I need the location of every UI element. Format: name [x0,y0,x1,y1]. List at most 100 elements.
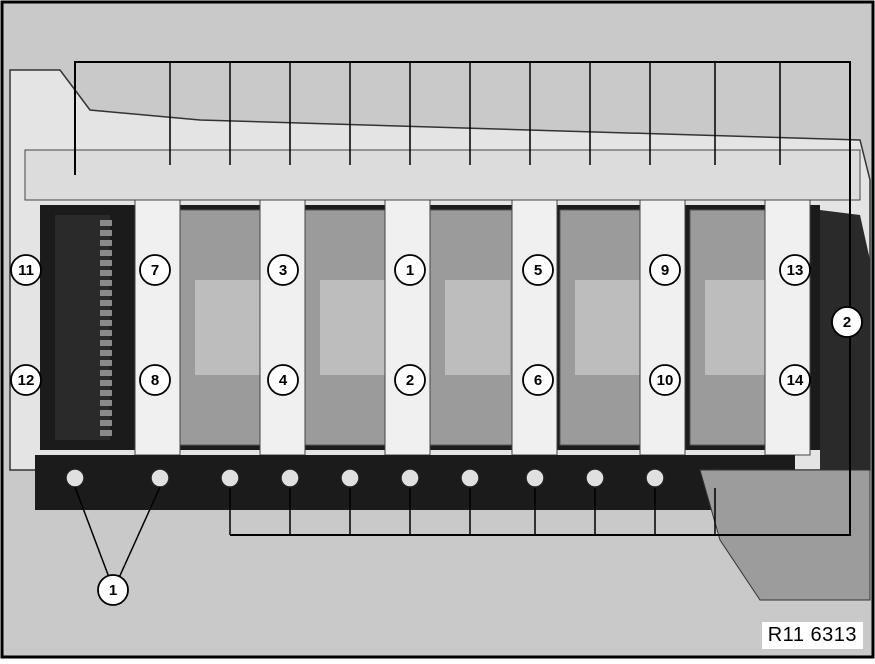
gear-tooth [100,240,112,246]
callout-lower-bolt: 4 [267,364,299,396]
callout-circle [779,254,811,286]
gear-tooth [100,390,112,396]
callout-circle [522,254,554,286]
upper-bracket-line [74,61,851,536]
callout-upper-bolt: 5 [522,254,554,286]
callout-number: 10 [657,372,674,389]
callout-number: 1 [109,582,117,599]
callout-number: 2 [406,372,414,389]
lower-bolt [220,468,240,488]
callout-circle [97,574,129,606]
bearing-cap [259,199,306,456]
gear-tooth [100,310,112,316]
gear-tooth [100,430,112,436]
upper-bolt-rail [24,149,861,201]
gear-tooth [100,250,112,256]
gear-tooth [100,290,112,296]
callout-upper-bolt: 9 [649,254,681,286]
callout-circle [394,254,426,286]
callout-number: 4 [279,372,288,389]
gear-tooth [100,340,112,346]
lower-bolt [280,468,300,488]
callout-labels: 11 7 3 1 5 9 13 12 8 4 2 6 10 14 2 1 [10,254,863,606]
lower-bolt [150,468,170,488]
callout-circle [831,306,863,338]
callout-circle [649,254,681,286]
callout-circle [139,254,171,286]
lower-callout-bracket [74,486,716,581]
bearing-cap [384,199,431,456]
callout-number: 3 [279,262,287,279]
gear-tooth [100,380,112,386]
callout-number: 11 [18,262,34,279]
gear-tooth [100,280,112,286]
leader-line [74,486,111,581]
callout-circle [649,364,681,396]
crank-pin [445,280,510,375]
callout-circle [10,254,42,286]
gear-tooth [100,230,112,236]
gear-tooth [100,220,112,226]
crank-pin [195,280,260,375]
callout-number: 7 [151,262,159,279]
reference-code: R11 6313 [761,622,863,649]
crank-pin [320,280,385,375]
upper-callout-bracket [74,61,851,536]
bearing-caps [134,199,811,456]
callout-circle [267,364,299,396]
callout-circle [394,364,426,396]
callout-number: 14 [787,372,804,389]
callout-number: 12 [18,372,35,389]
callout-upper-bolt: 11 [10,254,42,286]
callout-circle [10,364,42,396]
callout-lower-bolt: 6 [522,364,554,396]
bearing-cap [511,199,558,456]
bearing-cap [639,199,686,456]
callout-number: 9 [661,262,669,279]
gear-tooth [100,400,112,406]
lower-bolt [585,468,605,488]
bearing-cap [134,199,181,456]
callout-number: 6 [534,372,542,389]
callout-lower-bolt: 14 [779,364,811,396]
callout-upper-bolt: 3 [267,254,299,286]
gear-tooth [100,370,112,376]
lower-bolts [65,468,725,488]
gear-teeth [100,220,112,436]
callout-upper-bolt: 7 [139,254,171,286]
callout-circle [522,364,554,396]
gear-tooth [100,260,112,266]
callout-circle [267,254,299,286]
callout-number: 5 [534,262,542,279]
gear-tooth [100,330,112,336]
right-end-cover [820,210,870,470]
callout-lower-bolt: 10 [649,364,681,396]
gear-tooth [100,360,112,366]
leader-line [117,486,161,581]
lower-bolt [400,468,420,488]
flywheel-section [55,215,110,440]
callout-circle [779,364,811,396]
gear-tooth [100,300,112,306]
callout-circle [139,364,171,396]
crankshaft [179,209,786,446]
gear-tooth [100,320,112,326]
lower-bolt [525,468,545,488]
callout-number: 13 [787,262,804,279]
gear-tooth [100,350,112,356]
gear-tooth [100,420,112,426]
callout-upper-bolt: 13 [779,254,811,286]
crank-pin [705,280,770,375]
lower-bolt [460,468,480,488]
lower-bolt [65,468,85,488]
gear-tooth [100,270,112,276]
gear-tooth [100,410,112,416]
lower-bolt [645,468,665,488]
callout-bottom: 1 [97,574,129,606]
crank-pin [575,280,640,375]
callout-lower-bolt: 12 [10,364,42,396]
callout-upper-bolt: 1 [394,254,426,286]
callout-lower-bolt: 8 [139,364,171,396]
